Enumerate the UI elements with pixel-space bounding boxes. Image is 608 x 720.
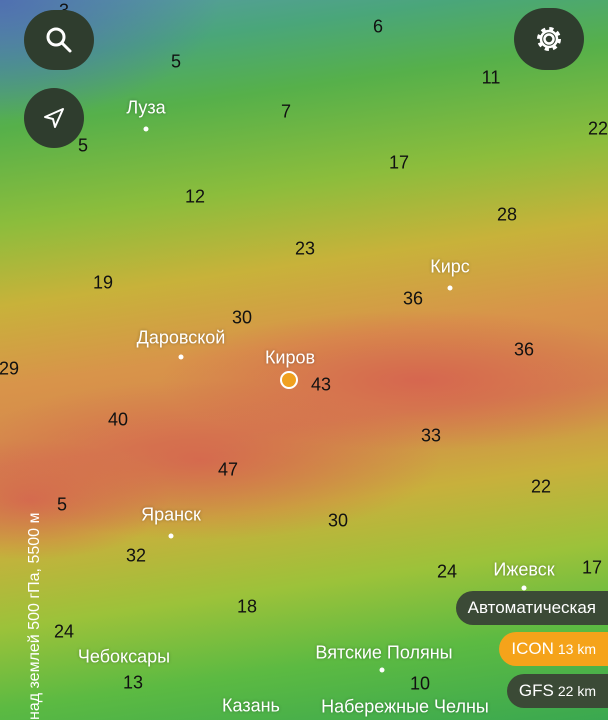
- value-label: 18: [236, 596, 258, 617]
- model-resolution: 13 km: [557, 641, 596, 657]
- city-label: Вятские Поляны: [315, 642, 453, 663]
- value-label: 5: [170, 51, 182, 72]
- city-label: Казань: [222, 695, 280, 716]
- layer-label: над землей 500 гПа, 5500 м: [26, 512, 43, 720]
- value-label: 32: [125, 545, 147, 566]
- city-label: Киров: [264, 347, 316, 368]
- value-label: 40: [107, 409, 129, 430]
- model-auto-label: Автоматическая: [467, 598, 596, 617]
- value-label: 36: [402, 288, 424, 309]
- city-dot: [447, 285, 453, 291]
- city-dot: [143, 126, 149, 132]
- value-label: 33: [420, 425, 442, 446]
- city-dot: [379, 667, 385, 673]
- model-icon-button[interactable]: ICON 13 km: [499, 632, 608, 666]
- value-label: 10: [409, 673, 431, 694]
- value-label: 47: [217, 459, 239, 480]
- model-resolution: 22 km: [557, 683, 596, 699]
- value-label: 24: [436, 561, 458, 582]
- value-label: 6: [372, 16, 384, 37]
- model-gfs-button[interactable]: GFS 22 km: [506, 674, 608, 708]
- city-dot: [521, 585, 527, 591]
- value-label: 28: [496, 204, 518, 225]
- value-label: 36: [513, 339, 535, 360]
- value-label: 30: [231, 307, 253, 328]
- search-icon: [46, 27, 72, 53]
- value-label: 5: [77, 135, 89, 156]
- value-label: 29: [0, 358, 20, 379]
- city-dot: [168, 533, 174, 539]
- value-label: 24: [53, 621, 75, 642]
- model-auto-button[interactable]: Автоматическая: [455, 591, 608, 625]
- settings-button[interactable]: [514, 8, 584, 70]
- city-label: Луза: [126, 97, 166, 118]
- locate-button[interactable]: [24, 88, 84, 148]
- value-label: 12: [184, 186, 206, 207]
- value-label: 7: [280, 101, 292, 122]
- city-label: Чебоксары: [77, 646, 171, 667]
- city-label: Кирс: [430, 256, 470, 277]
- search-button[interactable]: [24, 10, 94, 70]
- value-label: 30: [327, 510, 349, 531]
- navigation-arrow-icon: [44, 108, 64, 128]
- location-marker-icon[interactable]: [280, 371, 298, 389]
- value-label: 22: [530, 476, 552, 497]
- value-label: 17: [388, 152, 410, 173]
- gear-icon: [537, 27, 561, 51]
- city-label: Яранск: [141, 504, 201, 525]
- city-dot: [178, 354, 184, 360]
- value-label: 17: [581, 557, 603, 578]
- value-label: 43: [310, 374, 332, 395]
- value-label: 5: [56, 494, 68, 515]
- model-name: GFS: [518, 681, 554, 700]
- value-label: 11: [481, 67, 501, 88]
- model-name: ICON: [511, 639, 554, 658]
- city-label: Даровской: [136, 327, 226, 348]
- value-label: 19: [92, 272, 114, 293]
- value-label: 22: [587, 118, 608, 139]
- value-label: 23: [294, 238, 316, 259]
- city-label: Ижевск: [493, 559, 555, 580]
- city-label: Набережные Челны: [321, 696, 489, 717]
- value-label: 13: [122, 672, 144, 693]
